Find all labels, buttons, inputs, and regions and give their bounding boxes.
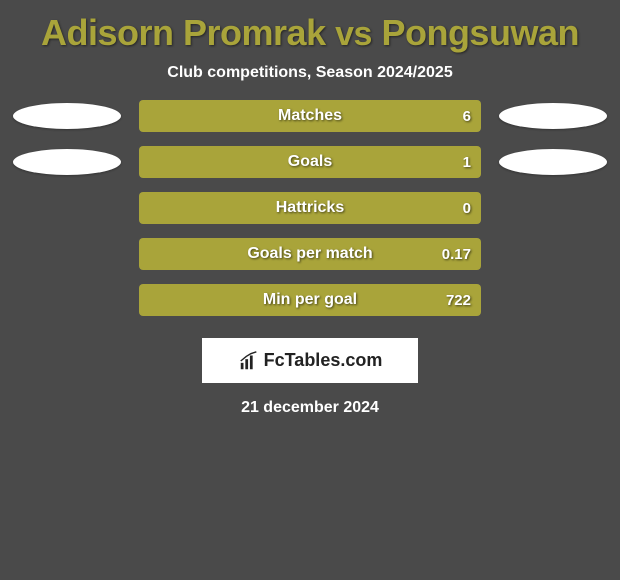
stats-container: Matches 6 Goals 1 Hattricks 0 Goals per …	[0, 100, 620, 316]
stat-bar: Goals per match 0.17	[139, 238, 481, 270]
stat-row-matches: Matches 6	[8, 100, 612, 132]
left-ellipse	[13, 149, 121, 175]
stat-row-goals: Goals 1	[8, 146, 612, 178]
player1-name: Adisorn Promrak	[41, 12, 326, 53]
stat-label: Matches	[278, 107, 342, 125]
chart-icon	[238, 350, 260, 372]
stat-value: 1	[463, 154, 471, 171]
vs-separator: vs	[335, 15, 372, 53]
logo-text: FcTables.com	[264, 350, 383, 371]
stat-row-min-per-goal: Min per goal 722	[8, 284, 612, 316]
stat-bar: Matches 6	[139, 100, 481, 132]
stat-bar: Goals 1	[139, 146, 481, 178]
stat-row-goals-per-match: Goals per match 0.17	[8, 238, 612, 270]
stat-value: 722	[446, 292, 471, 309]
stat-row-hattricks: Hattricks 0	[8, 192, 612, 224]
stat-value: 0.17	[442, 246, 471, 263]
logo-box[interactable]: FcTables.com	[202, 338, 418, 383]
stat-bar: Min per goal 722	[139, 284, 481, 316]
stat-label: Hattricks	[276, 199, 344, 217]
left-ellipse	[13, 103, 121, 129]
date-line: 21 december 2024	[0, 383, 620, 417]
stat-label: Min per goal	[263, 291, 357, 309]
subtitle: Club competitions, Season 2024/2025	[0, 58, 620, 100]
stat-bar: Hattricks 0	[139, 192, 481, 224]
stat-value: 0	[463, 200, 471, 217]
page-title: Adisorn Promrak vs Pongsuwan	[0, 0, 620, 58]
player2-name: Pongsuwan	[381, 12, 579, 53]
stat-value: 6	[463, 108, 471, 125]
right-ellipse	[499, 103, 607, 129]
right-ellipse	[499, 149, 607, 175]
stat-label: Goals per match	[247, 245, 372, 263]
stat-label: Goals	[288, 153, 332, 171]
